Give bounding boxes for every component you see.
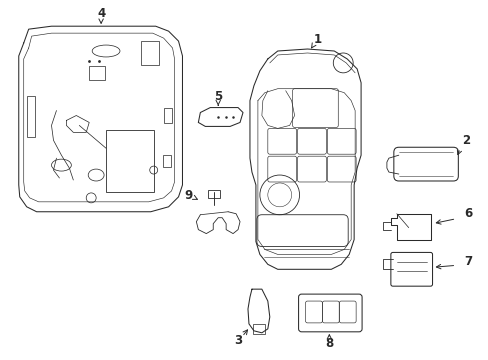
Text: 2: 2 <box>461 134 469 147</box>
Bar <box>252 324 264 334</box>
Text: 5: 5 <box>214 90 222 103</box>
Text: 8: 8 <box>325 337 333 350</box>
Bar <box>89 66 105 80</box>
Bar <box>141 41 158 65</box>
Text: 1: 1 <box>313 33 321 46</box>
Text: 7: 7 <box>463 255 471 268</box>
Bar <box>163 108 171 123</box>
Bar <box>208 190 220 198</box>
Text: 9: 9 <box>184 189 192 202</box>
Bar <box>163 155 170 167</box>
Bar <box>27 96 35 137</box>
Bar <box>106 130 153 192</box>
Text: 4: 4 <box>97 7 105 20</box>
Text: 3: 3 <box>234 334 242 347</box>
Text: 6: 6 <box>463 207 471 220</box>
